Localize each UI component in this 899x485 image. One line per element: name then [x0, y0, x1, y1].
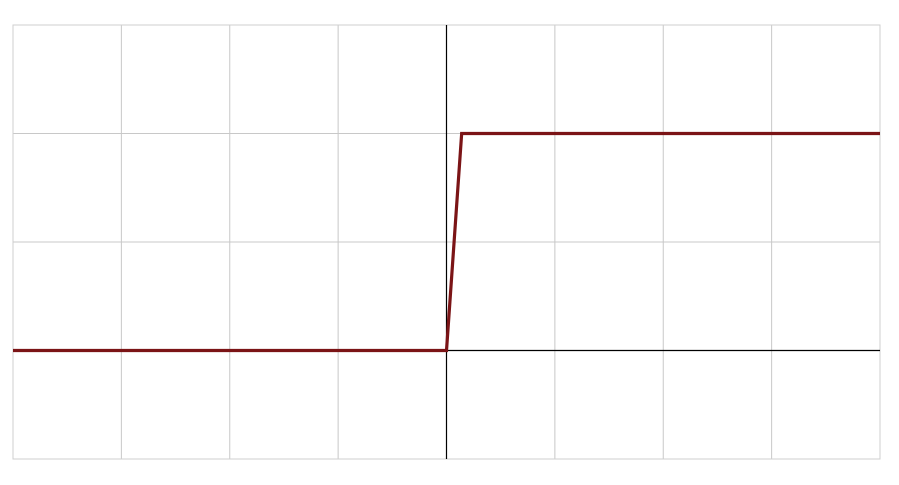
series-line-1	[13, 131, 880, 353]
series-group	[13, 131, 880, 353]
